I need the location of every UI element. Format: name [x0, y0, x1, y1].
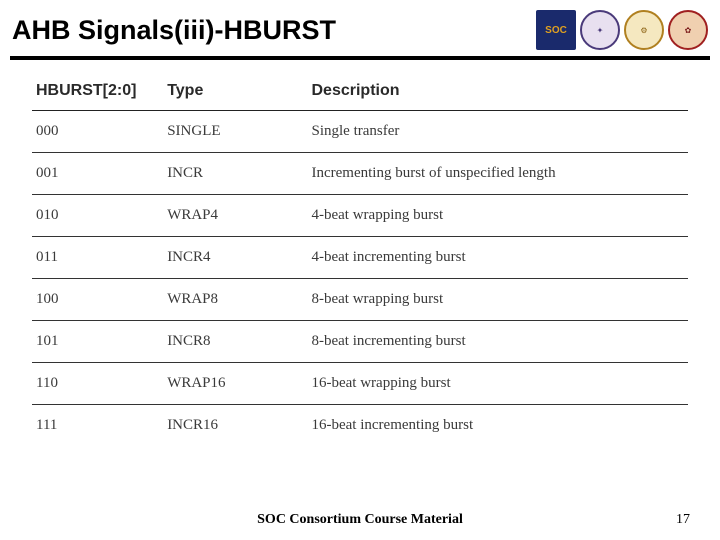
- logo-group: SOC ✦ ⚙ ✿: [536, 10, 708, 50]
- cell-type: WRAP16: [163, 363, 307, 405]
- cell-desc: Incrementing burst of unspecified length: [308, 153, 689, 195]
- page-title: AHB Signals(iii)-HBURST: [12, 15, 336, 46]
- table-row: 100 WRAP8 8-beat wrapping burst: [32, 279, 688, 321]
- cell-desc: 8-beat wrapping burst: [308, 279, 689, 321]
- cell-hburst: 011: [32, 237, 163, 279]
- page-number: 17: [676, 512, 690, 528]
- table-row: 111 INCR16 16-beat incrementing burst: [32, 405, 688, 447]
- table-body: 000 SINGLE Single transfer 001 INCR Incr…: [32, 111, 688, 447]
- table-row: 001 INCR Incrementing burst of unspecifi…: [32, 153, 688, 195]
- seal-icon-1: ✦: [580, 10, 620, 50]
- col-header-hburst: HBURST[2:0]: [32, 74, 163, 111]
- cell-desc: 16-beat incrementing burst: [308, 405, 689, 447]
- cell-type: INCR4: [163, 237, 307, 279]
- hburst-table: HBURST[2:0] Type Description 000 SINGLE …: [32, 74, 688, 446]
- seal-icon-3: ✿: [668, 10, 708, 50]
- cell-hburst: 110: [32, 363, 163, 405]
- cell-type: WRAP8: [163, 279, 307, 321]
- table-container: HBURST[2:0] Type Description 000 SINGLE …: [0, 60, 720, 446]
- cell-desc: 4-beat incrementing burst: [308, 237, 689, 279]
- col-header-desc: Description: [308, 74, 689, 111]
- footer-text: SOC Consortium Course Material: [0, 512, 720, 528]
- seal-icon-2: ⚙: [624, 10, 664, 50]
- table-row: 000 SINGLE Single transfer: [32, 111, 688, 153]
- cell-hburst: 010: [32, 195, 163, 237]
- cell-hburst: 000: [32, 111, 163, 153]
- cell-desc: 8-beat incrementing burst: [308, 321, 689, 363]
- cell-desc: 4-beat wrapping burst: [308, 195, 689, 237]
- cell-hburst: 101: [32, 321, 163, 363]
- table-header-row: HBURST[2:0] Type Description: [32, 74, 688, 111]
- cell-type: INCR: [163, 153, 307, 195]
- cell-type: INCR8: [163, 321, 307, 363]
- table-row: 101 INCR8 8-beat incrementing burst: [32, 321, 688, 363]
- soc-logo-icon: SOC: [536, 10, 576, 50]
- cell-hburst: 100: [32, 279, 163, 321]
- header: AHB Signals(iii)-HBURST SOC ✦ ⚙ ✿: [0, 0, 720, 56]
- col-header-type: Type: [163, 74, 307, 111]
- cell-hburst: 001: [32, 153, 163, 195]
- cell-type: WRAP4: [163, 195, 307, 237]
- table-row: 011 INCR4 4-beat incrementing burst: [32, 237, 688, 279]
- cell-type: INCR16: [163, 405, 307, 447]
- cell-type: SINGLE: [163, 111, 307, 153]
- cell-desc: Single transfer: [308, 111, 689, 153]
- cell-desc: 16-beat wrapping burst: [308, 363, 689, 405]
- table-row: 010 WRAP4 4-beat wrapping burst: [32, 195, 688, 237]
- cell-hburst: 111: [32, 405, 163, 447]
- table-row: 110 WRAP16 16-beat wrapping burst: [32, 363, 688, 405]
